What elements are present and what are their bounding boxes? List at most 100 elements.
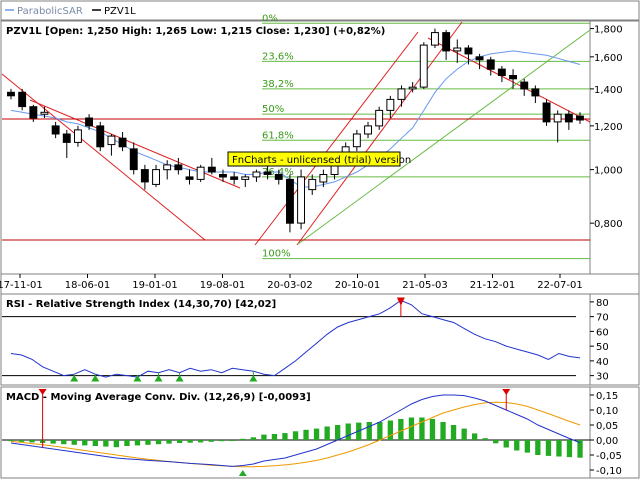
macd-histogram-bar	[155, 440, 162, 445]
macd-histogram-bar	[398, 419, 404, 440]
macd-signal-line	[10, 401, 581, 468]
price-axis-label: 1,600	[594, 53, 623, 64]
candle-down	[29, 106, 38, 119]
candle-up	[419, 44, 428, 88]
macd-histogram-bar	[472, 433, 478, 440]
rsi-axis-frame	[589, 293, 640, 386]
macd-histogram-bar	[408, 417, 415, 440]
macd-histogram-bar	[535, 440, 541, 455]
channel-line-up-1	[254, 31, 419, 246]
macd-histogram-bar	[198, 440, 204, 443]
macd-histogram-bar	[271, 434, 278, 440]
candle-down	[442, 32, 451, 52]
candle-up	[352, 133, 361, 148]
macd-histogram-bar	[113, 440, 119, 448]
watermark-text: FnCharts - unlicensed (trial) version	[232, 155, 411, 166]
date-axis: 17-11-01 18-06-01 19-01-01 19-08-01 20-03-02…	[0, 274, 583, 291]
date-axis-label: 21-05-03	[402, 280, 447, 291]
candle-down	[174, 164, 183, 171]
legend-label-parabolic-sar: ParabolicSAR	[17, 6, 83, 17]
macd-sell-arrow	[38, 389, 47, 395]
macd-histogram-bar	[124, 440, 130, 446]
candle-up	[107, 135, 116, 146]
rsi-signals	[70, 297, 405, 382]
rsi-axis: 80 70 60 50 40 30	[590, 298, 609, 383]
candle-down	[542, 102, 551, 123]
macd-histogram-bar	[577, 440, 583, 458]
legend-label-pzv1l: PZV1L	[104, 6, 136, 17]
macd-histogram-bar	[345, 423, 351, 440]
macd-buy-arrow	[238, 470, 247, 476]
macd-histogram-bar	[92, 440, 98, 446]
watermark-box	[227, 151, 401, 167]
date-axis-label: 19-01-01	[132, 280, 177, 291]
rsi-line	[10, 299, 581, 378]
macd-axis-label: 0,10	[596, 406, 618, 417]
macd-histogram-bar	[482, 438, 488, 440]
macd-histogram-bar	[261, 434, 267, 440]
macd-panel-title: MACD - Moving Average Conv. Div. (12,26,…	[6, 392, 311, 403]
candle-down	[486, 59, 495, 70]
macd-histogram-bar	[8, 440, 14, 442]
candle-up	[241, 176, 250, 180]
date-axis-label: 18-06-01	[65, 280, 110, 291]
fib-label: 61,8%	[262, 130, 294, 141]
candle-down	[140, 169, 149, 183]
macd-histogram-bar	[50, 440, 56, 444]
macd-histogram-bar	[324, 426, 330, 440]
macd-axis-label: 0,00	[596, 436, 618, 447]
macd-histogram-bar	[29, 440, 35, 443]
trend-channels	[1, 21, 591, 246]
candle-down	[520, 81, 529, 90]
macd-histogram-bar	[429, 419, 436, 440]
rsi-axis-label: 40	[596, 357, 609, 368]
rsi-axis-label: 60	[596, 327, 609, 338]
price-axis-label: 1,400	[594, 85, 623, 96]
macd-histogram-bar	[514, 440, 520, 451]
macd-histogram-bar	[313, 428, 320, 440]
legend-bar-frame	[0, 0, 640, 21]
candle-up	[74, 129, 82, 143]
rsi-buy-arrow	[133, 374, 142, 382]
channel-line-down-1	[1, 73, 206, 241]
price-axis-frame	[589, 20, 640, 275]
macd-histogram-bar	[82, 440, 88, 446]
candle-down	[286, 178, 294, 224]
candle-down	[497, 68, 506, 76]
macd-signals	[38, 389, 511, 476]
candle-down	[185, 176, 194, 180]
macd-histogram-bar	[545, 440, 552, 456]
macd-histogram-bar	[282, 433, 288, 440]
candle-down	[219, 174, 227, 178]
candle-up	[152, 169, 161, 185]
candle-down	[263, 171, 272, 175]
rsi-levels	[2, 316, 576, 377]
date-axis-label: 22-07-01	[537, 280, 582, 291]
date-axis-label: 20-10-01	[335, 280, 380, 291]
macd-sell-arrow	[502, 389, 511, 395]
candle-up	[252, 171, 261, 178]
candle-up	[453, 47, 462, 52]
macd-histogram-bar	[134, 440, 141, 446]
candle-down	[96, 125, 105, 148]
macd-histogram-bar	[566, 440, 573, 458]
macd-histogram-bar	[387, 420, 393, 440]
candle-up	[40, 111, 49, 115]
rsi-sell-arrow	[396, 297, 405, 306]
macd-histogram-bar	[145, 440, 151, 445]
macd-histogram-bar	[103, 440, 109, 447]
candle-up	[297, 176, 306, 224]
candle-down	[207, 166, 216, 173]
date-axis-label: 17-11-01	[0, 280, 43, 291]
candle-down	[464, 47, 473, 55]
channel-line-up-2	[296, 21, 463, 246]
macd-histogram-bar	[366, 422, 372, 440]
macd-axis: 0,15 0,10 0,05 0,00 -0,05 -0,10	[590, 391, 622, 477]
price-axis-label: 1,000	[594, 166, 623, 177]
candle-up	[397, 88, 406, 100]
fib-label: 0%	[262, 13, 278, 24]
candle-down	[18, 91, 27, 108]
macd-histogram-bar	[177, 440, 183, 443]
rsi-axis-label: 80	[596, 298, 609, 309]
